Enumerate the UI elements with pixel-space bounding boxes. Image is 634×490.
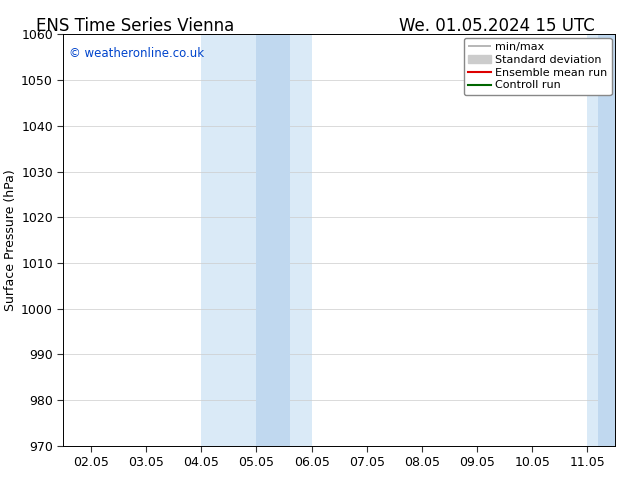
Bar bbox=[256, 34, 290, 446]
Bar bbox=[598, 34, 615, 446]
Bar bbox=[588, 34, 615, 446]
Text: ENS Time Series Vienna: ENS Time Series Vienna bbox=[36, 17, 235, 35]
Text: © weatheronline.co.uk: © weatheronline.co.uk bbox=[69, 47, 204, 60]
Bar bbox=[202, 34, 312, 446]
Y-axis label: Surface Pressure (hPa): Surface Pressure (hPa) bbox=[4, 169, 17, 311]
Legend: min/max, Standard deviation, Ensemble mean run, Controll run: min/max, Standard deviation, Ensemble me… bbox=[464, 38, 612, 95]
Text: We. 01.05.2024 15 UTC: We. 01.05.2024 15 UTC bbox=[399, 17, 595, 35]
